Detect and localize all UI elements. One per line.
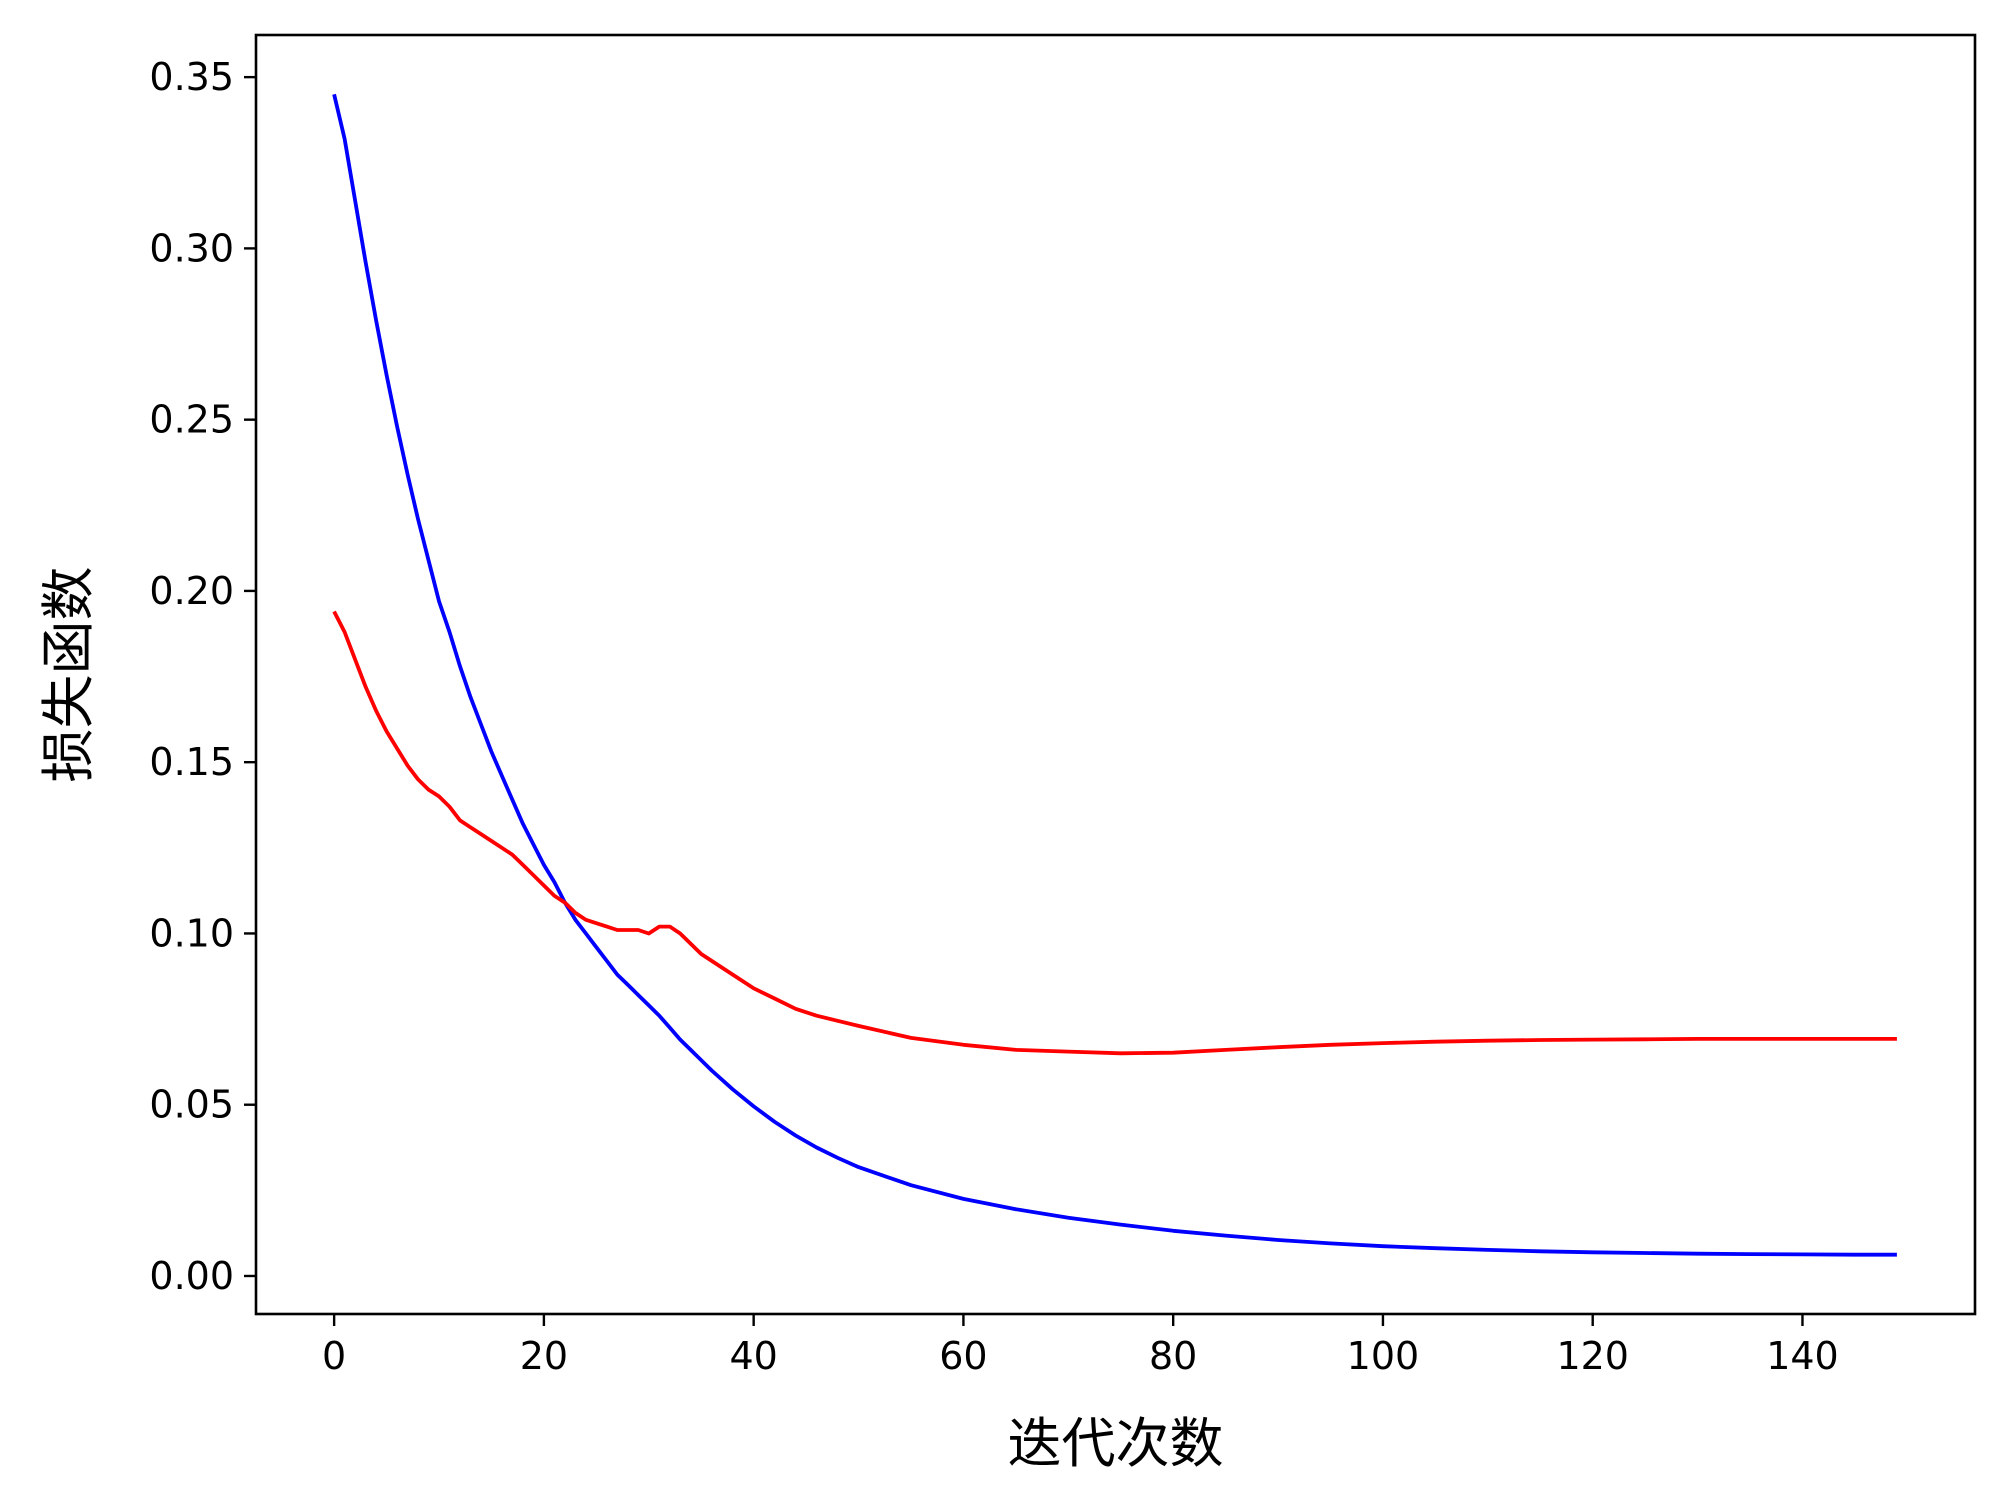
series-line-1 bbox=[332, 93, 1897, 1257]
plot-frame bbox=[254, 33, 1977, 1316]
y-tick-label: 0.30 bbox=[149, 226, 234, 270]
x-axis-label: 迭代次数 bbox=[1008, 1412, 1224, 1475]
y-tick-label: 0.20 bbox=[149, 569, 234, 613]
x-tick-label: 60 bbox=[939, 1334, 987, 1378]
x-tick-label: 120 bbox=[1556, 1334, 1629, 1378]
x-tick-label: 40 bbox=[729, 1334, 777, 1378]
series-line-2 bbox=[332, 610, 1897, 1056]
series-layer bbox=[332, 93, 1897, 1257]
y-tick-label: 0.35 bbox=[149, 55, 234, 99]
x-tick-label: 0 bbox=[322, 1334, 346, 1378]
x-tick-label: 20 bbox=[520, 1334, 568, 1378]
x-tick-label: 80 bbox=[1149, 1334, 1197, 1378]
y-axis-label: 损失函数 bbox=[37, 567, 100, 783]
x-tick-label: 100 bbox=[1347, 1334, 1420, 1378]
y-tick-label: 0.25 bbox=[149, 398, 234, 442]
x-tick-label: 140 bbox=[1766, 1334, 1839, 1378]
y-tick-label: 0.10 bbox=[149, 911, 234, 955]
y-tick-label: 0.05 bbox=[149, 1083, 234, 1127]
x-axis-ticks: 0 20 40 60 80 100 120 140 bbox=[322, 1314, 1839, 1378]
y-tick-label: 0.00 bbox=[149, 1254, 234, 1298]
y-axis-ticks: 0.00 0.05 0.10 0.15 0.20 0.25 0.30 0.35 bbox=[149, 55, 256, 1298]
y-tick-label: 0.15 bbox=[149, 740, 234, 784]
